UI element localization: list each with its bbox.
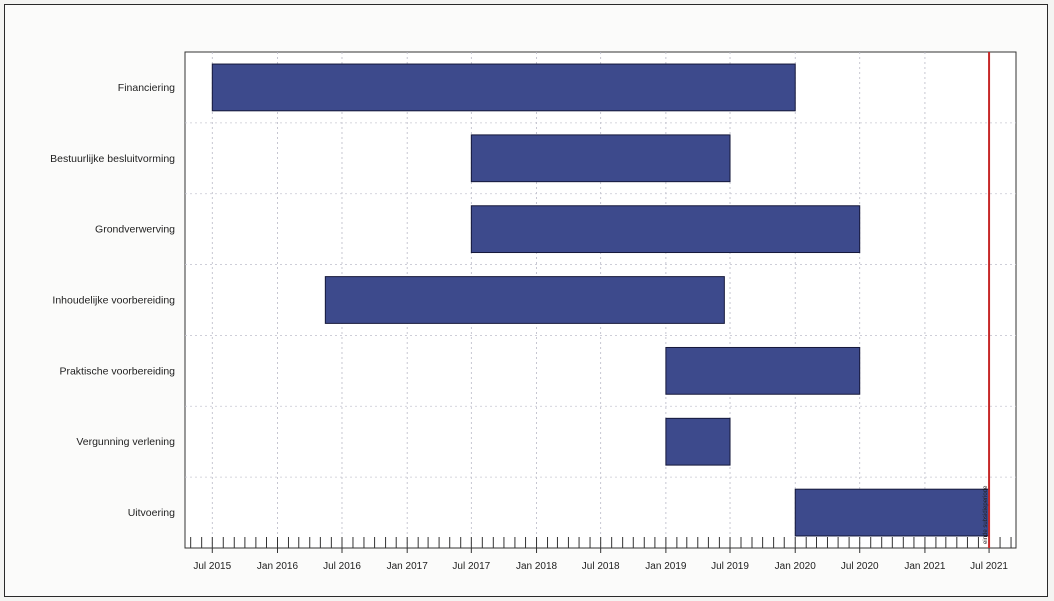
y-axis-label: Vergunning verlening — [76, 436, 175, 448]
x-tick-label: Jul 2019 — [711, 561, 749, 572]
x-tick-label: Jan 2017 — [387, 561, 429, 572]
y-axis-label: Praktische voorbereiding — [59, 365, 175, 377]
y-axis-label: Bestuurlijke besluitvorming — [50, 153, 175, 165]
task-bars — [211, 63, 990, 537]
x-tick-label: Jan 2019 — [645, 561, 687, 572]
x-tick-label: Jul 2021 — [970, 561, 1008, 572]
x-axis-labels: Jul 2015 Jan 2016 Jul 2016 Jan 2017 Jul 2017… — [193, 548, 1008, 572]
chart-frame: Jul 2015 Jan 2016 Jul 2016 Jan 2017 Jul 2017… — [4, 4, 1048, 597]
y-axis-labels: Financiering Bestuurlijke besluitvorming G… — [50, 82, 175, 519]
x-tick-label: Jul 2016 — [323, 561, 361, 572]
minor-ticks — [190, 537, 1012, 548]
x-tick-label: Jan 2016 — [257, 561, 299, 572]
x-tick-label: Jul 2015 — [193, 561, 231, 572]
deadline-marker: einde subsidieperiode — [983, 52, 991, 548]
x-tick-label: Jan 2018 — [516, 561, 558, 572]
y-axis-label: Inhoudelijke voorbereiding — [52, 295, 175, 307]
x-tick-label: Jan 2020 — [775, 561, 817, 572]
y-axis-label: Financiering — [118, 82, 175, 94]
bar-inhoudelijke-voorbereiding — [324, 276, 725, 324]
y-axis-label: Uitvoering — [128, 507, 175, 519]
bar-uitvoering — [794, 488, 990, 537]
bar-grondverwerving — [470, 205, 861, 254]
x-tick-label: Jan 2021 — [904, 561, 946, 572]
x-tick-label: Jul 2020 — [841, 561, 879, 572]
bar-vergunning-verlening — [665, 417, 731, 466]
bar-bestuurlijke-besluitvorming — [470, 134, 731, 183]
bar-financiering — [211, 63, 796, 112]
x-tick-label: Jul 2017 — [452, 561, 490, 572]
bar-praktische-voorbereiding — [665, 346, 861, 395]
gantt-chart: Jul 2015 Jan 2016 Jul 2016 Jan 2017 Jul 2017… — [50, 51, 1017, 572]
x-tick-label: Jul 2018 — [582, 561, 620, 572]
y-axis-label: Grondverwerving — [95, 224, 175, 236]
deadline-label: einde subsidieperiode — [983, 485, 989, 544]
grid-lines — [185, 52, 1016, 548]
